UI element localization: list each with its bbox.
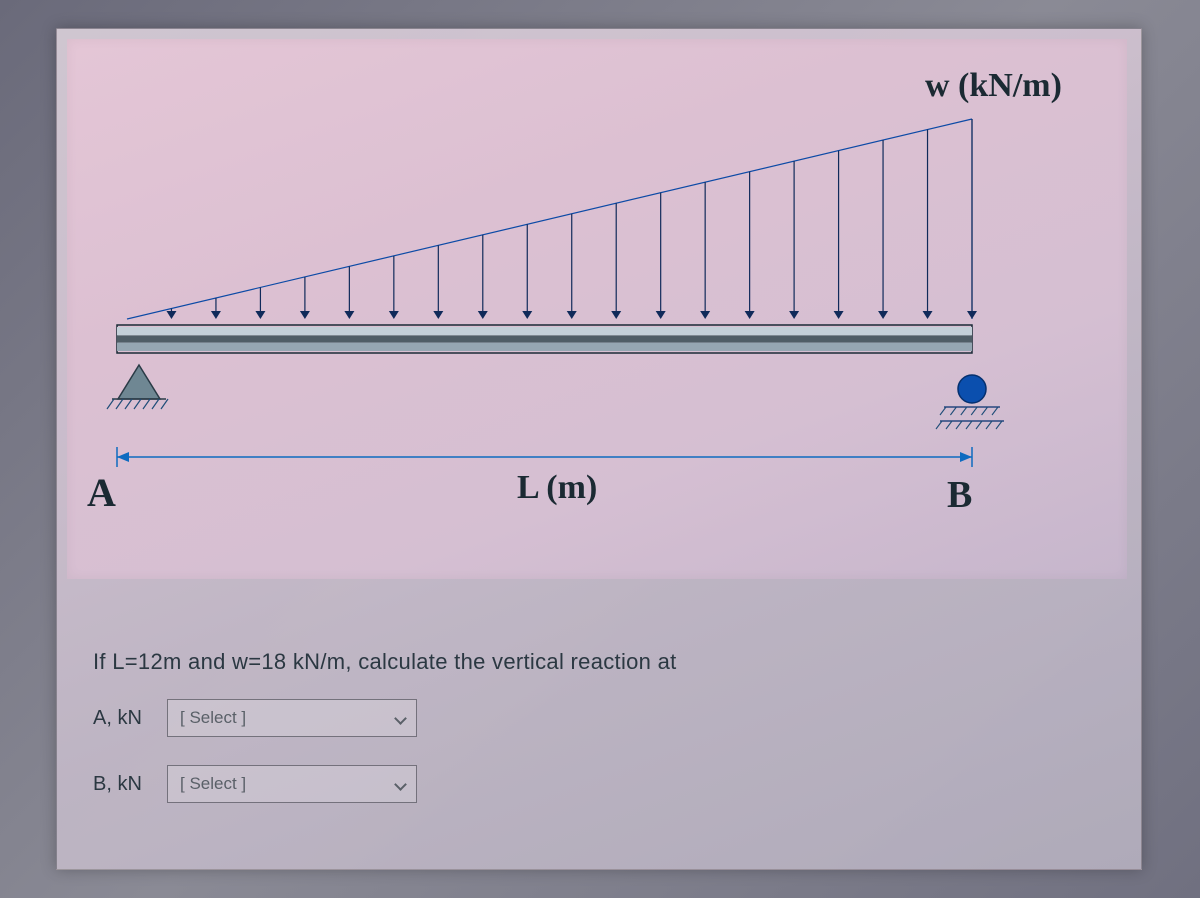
answer-select-b[interactable]: [ Select ] xyxy=(167,765,417,803)
answer-row-b: B, kN [ Select ] xyxy=(93,765,873,803)
support-label-a: A xyxy=(87,469,116,516)
answer-label-a: A, kN xyxy=(93,707,153,730)
answer-select-a[interactable]: [ Select ] xyxy=(167,699,417,737)
question-block: If L=12m and w=18 kN/m, calculate the ve… xyxy=(93,649,873,831)
question-text: If L=12m and w=18 kN/m, calculate the ve… xyxy=(93,649,873,675)
select-placeholder: [ Select ] xyxy=(180,774,246,794)
answer-row-a: A, kN [ Select ] xyxy=(93,699,873,737)
answer-label-b: B, kN xyxy=(93,773,153,796)
chevron-down-icon xyxy=(394,778,406,790)
beam-diagram: w (kN/m) A L (m) B xyxy=(67,39,1127,579)
question-card: w (kN/m) A L (m) B If L=12m and w=18 kN/… xyxy=(56,28,1142,870)
support-label-b: B xyxy=(947,473,972,517)
span-label-l: L (m) xyxy=(517,469,597,507)
chevron-down-icon xyxy=(394,712,406,724)
load-label-w: w (kN/m) xyxy=(925,67,1062,105)
select-placeholder: [ Select ] xyxy=(180,708,246,728)
